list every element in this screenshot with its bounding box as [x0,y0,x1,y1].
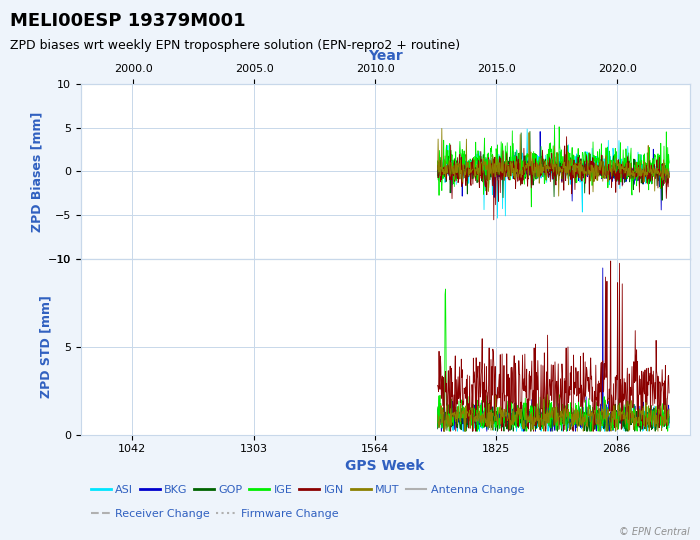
Legend: Receiver Change, Firmware Change: Receiver Change, Firmware Change [86,505,343,524]
X-axis label: Year: Year [368,49,402,63]
Text: © EPN Central: © EPN Central [619,527,690,537]
Y-axis label: ZPD Biases [mm]: ZPD Biases [mm] [30,111,43,232]
Text: ZPD biases wrt weekly EPN troposphere solution (EPN-repro2 + routine): ZPD biases wrt weekly EPN troposphere so… [10,39,461,52]
X-axis label: GPS Week: GPS Week [345,458,425,472]
Y-axis label: ZPD STD [mm]: ZPD STD [mm] [40,295,52,399]
Legend: ASI, BKG, GOP, IGE, IGN, MUT, Antenna Change: ASI, BKG, GOP, IGE, IGN, MUT, Antenna Ch… [86,481,528,500]
Text: MELI00ESP 19379M001: MELI00ESP 19379M001 [10,12,246,30]
